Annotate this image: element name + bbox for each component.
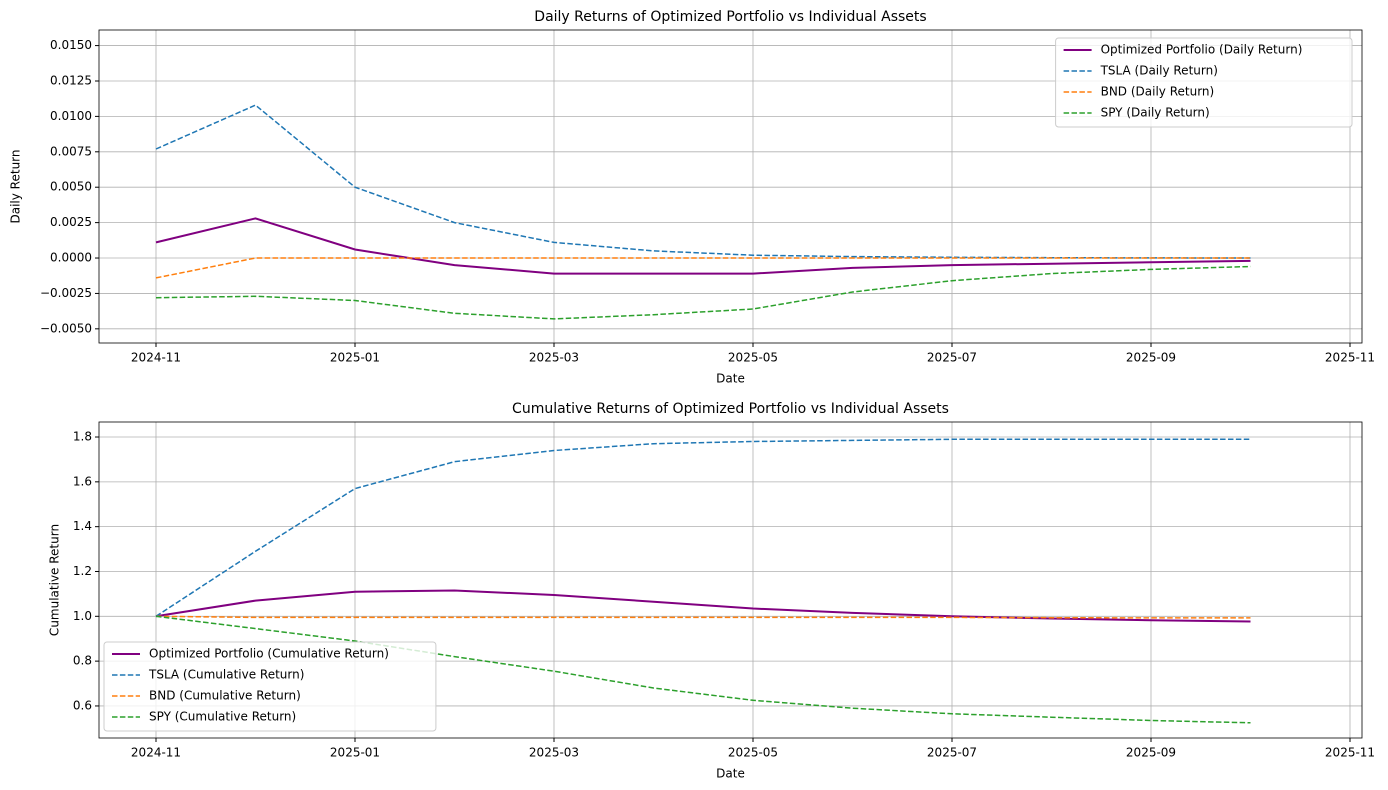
x-tick-label: 2025-05 [728,351,778,365]
series-line [155,265,1251,320]
y-tick-label: 1.4 [73,519,92,533]
legend-label: TSLA (Cumulative Return) [148,668,304,682]
x-tick-label: 2025-03 [529,351,579,365]
x-tick-label: 2024-11 [131,746,181,760]
y-tick-label: 1.0 [73,609,92,623]
plot-frame [98,29,1363,344]
legend-label: Optimized Portfolio (Daily Return) [1101,43,1303,57]
x-tick-label: 2025-01 [330,746,380,760]
legend-label: BND (Daily Return) [1101,85,1215,99]
series-line [155,615,1251,724]
y-tick-label: 0.0150 [50,38,92,52]
y-tick-label: −0.0050 [40,321,92,335]
series-line [155,589,1251,623]
x-tick-label: 2025-07 [927,351,977,365]
legend-box [1055,37,1353,128]
y-axis-label: Cumulative Return [48,524,62,636]
y-tick-label: 0.0100 [50,109,92,123]
x-axis-label: Date [716,767,745,781]
legend-label: TSLA (Daily Return) [1100,64,1218,78]
x-tick-label: 2025-11 [1325,351,1375,365]
y-tick-label: 0.0125 [50,73,92,87]
x-tick-label: 2025-11 [1325,746,1375,760]
series-line [155,217,1251,275]
y-tick-label: 0.0075 [50,144,92,158]
x-axis-label: Date [716,372,745,386]
chart-title: Daily Returns of Optimized Portfolio vs … [534,9,926,25]
x-tick-label: 2025-09 [1126,746,1176,760]
legend-label: SPY (Daily Return) [1101,106,1210,120]
series-line [155,615,1251,619]
x-tick-label: 2025-09 [1126,351,1176,365]
y-tick-label: 1.8 [73,430,92,444]
legend-label: Optimized Portfolio (Cumulative Return) [149,647,389,661]
x-tick-label: 2025-03 [529,746,579,760]
series-line [155,438,1251,617]
y-tick-label: 1.2 [73,564,92,578]
y-tick-label: 1.6 [73,474,92,488]
series-line [155,257,1251,279]
legend-box [103,641,437,732]
plot-frame [98,421,1363,739]
y-tick-label: 0.0025 [50,215,92,229]
y-axis-label: Daily Return [9,150,23,224]
series-line [155,104,1251,259]
y-tick-label: 0.0050 [50,180,92,194]
chart-title: Cumulative Returns of Optimized Portfoli… [512,401,949,417]
x-tick-label: 2025-07 [927,746,977,760]
y-tick-label: −0.0025 [40,286,92,300]
legend-label: BND (Cumulative Return) [149,689,301,703]
x-tick-label: 2025-05 [728,746,778,760]
y-tick-label: 0.6 [73,698,92,712]
x-tick-label: 2025-01 [330,351,380,365]
y-tick-label: 0.0000 [50,251,92,265]
legend-label: SPY (Cumulative Return) [149,710,296,724]
y-tick-label: 0.8 [73,654,92,668]
x-tick-label: 2024-11 [131,351,181,365]
